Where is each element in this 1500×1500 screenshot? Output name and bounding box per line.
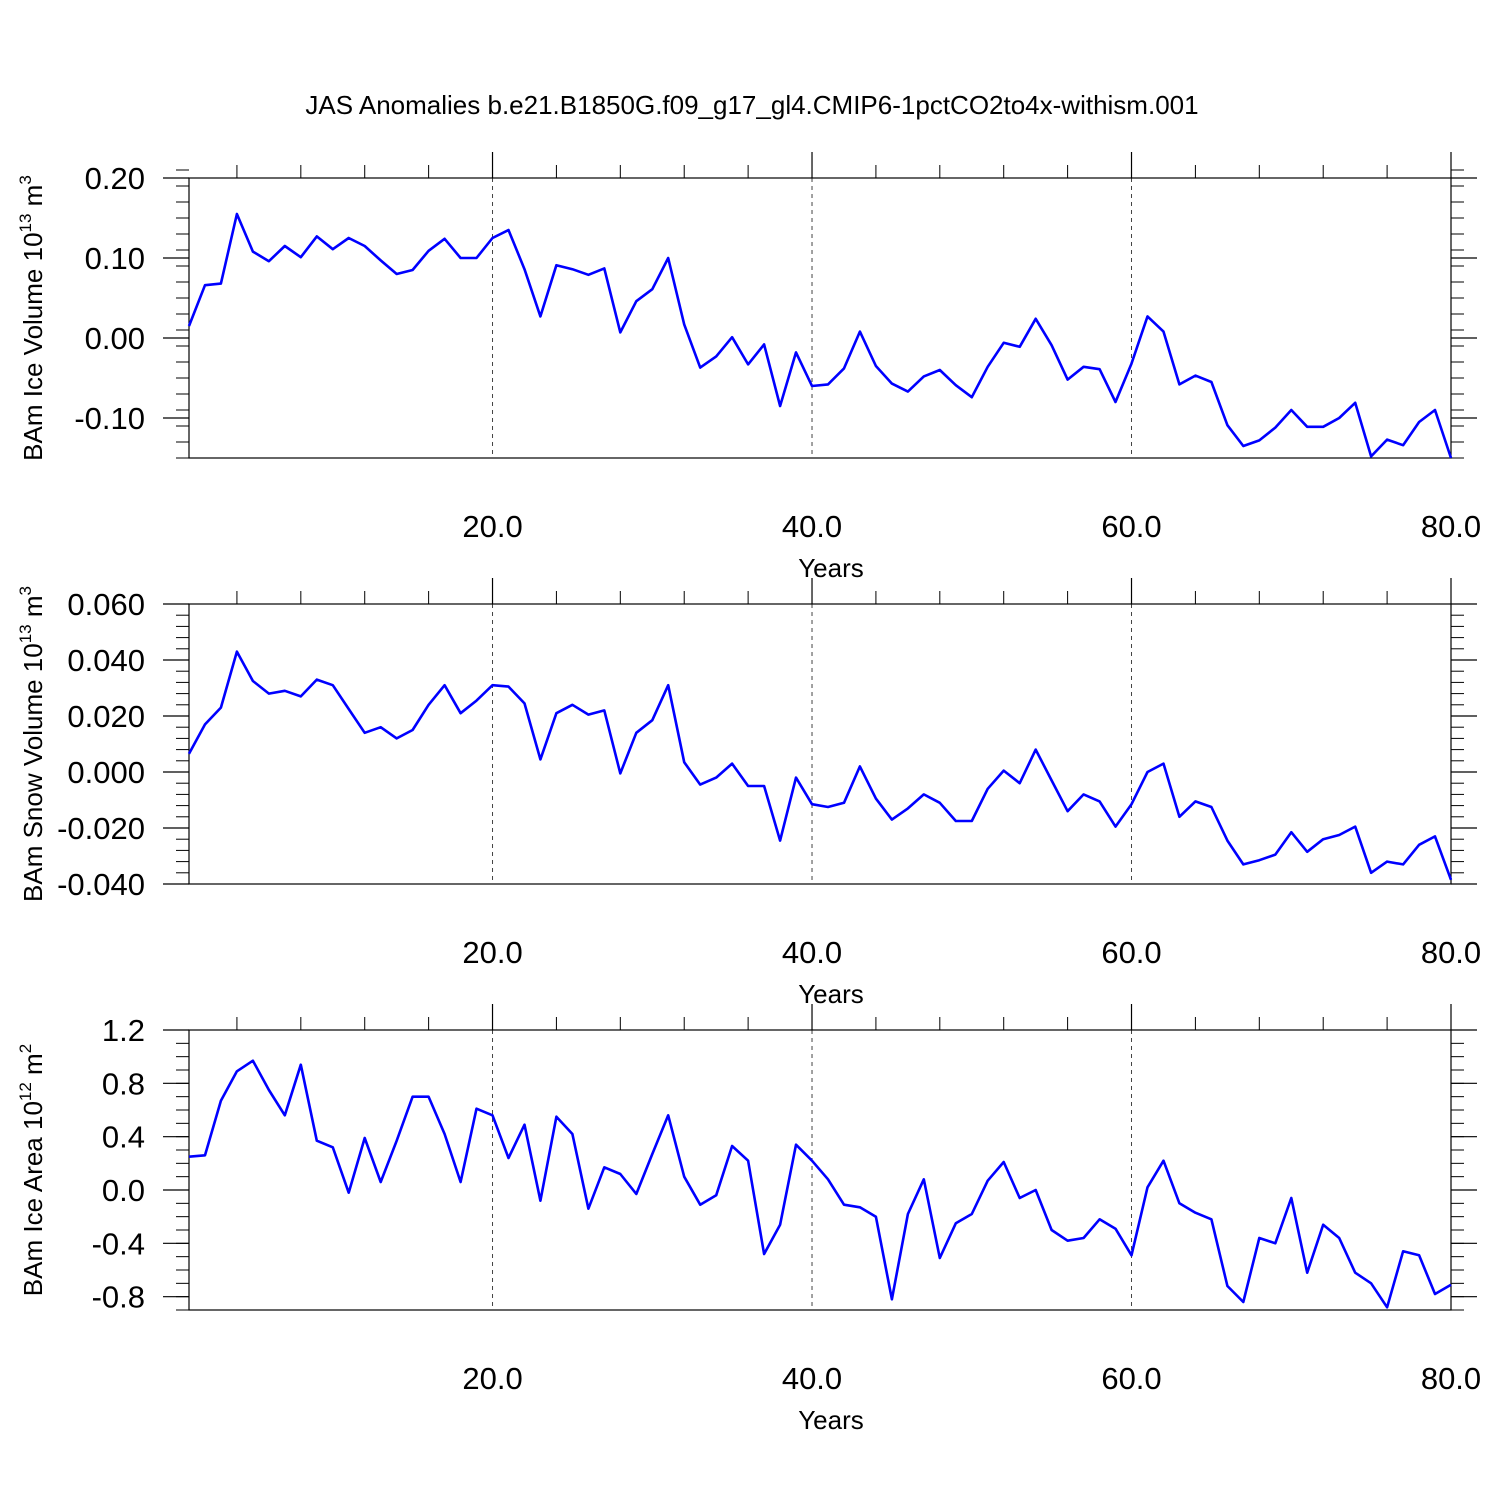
y-tick-label: 0.20 — [85, 161, 145, 196]
y-axis-label-unit: m — [18, 595, 48, 624]
y-axis-label-exponent: 12 — [16, 1082, 35, 1101]
x-axis-label: Years — [798, 1405, 864, 1435]
y-axis-label: BAm Snow Volume 1013 m3 — [16, 586, 48, 902]
y-tick-label: 0.10 — [85, 241, 145, 276]
y-tick-label: -0.4 — [92, 1226, 145, 1261]
panel-ice-volume: 20.0 40.0 60.0 80.0 -0.10 0.00 0.10 0.20 Years… — [16, 152, 1481, 583]
x-tick-label: 40.0 — [782, 935, 842, 970]
y-axis-label-unit: m — [18, 1053, 48, 1082]
y-tick-label: 0.8 — [102, 1066, 145, 1101]
y-axis-label-unit-exponent: 2 — [16, 1044, 35, 1053]
series-line — [187, 212, 1453, 459]
y-tick-label: 0.060 — [67, 587, 145, 622]
figure-title: JAS Anomalies b.e21.B1850G.f09_g17_gl4.C… — [305, 90, 1198, 120]
y-axis-label-exponent: 13 — [16, 624, 35, 643]
x-tick-label: 60.0 — [1101, 1361, 1161, 1396]
y-axis-label-main: BAm Ice Volume 10 — [18, 232, 48, 460]
y-tick-label: -0.8 — [92, 1280, 145, 1315]
x-tick-label: 20.0 — [462, 1361, 522, 1396]
panel-ice-area: 20.0 40.0 60.0 80.0 -0.8 -0.4 0.0 0.4 0.8 1.2 Ye… — [16, 1004, 1481, 1435]
y-axis-label-main: BAm Snow Volume 10 — [18, 643, 48, 902]
series-line — [188, 1059, 1452, 1309]
y-axis-label: BAm Ice Area 1012 m2 — [16, 1044, 48, 1296]
y-tick-label: 0.040 — [67, 643, 145, 678]
x-axis-label: Years — [798, 553, 864, 583]
x-tick-label: 60.0 — [1101, 935, 1161, 970]
x-tick-label: 80.0 — [1421, 1361, 1481, 1396]
y-axis-label-unit: m — [18, 185, 48, 214]
x-tick-label: 20.0 — [462, 509, 522, 544]
y-axis-label-unit-exponent: 3 — [16, 586, 35, 595]
x-tick-label: 80.0 — [1421, 935, 1481, 970]
y-axis-label-unit-exponent: 3 — [16, 175, 35, 184]
x-axis-label: Years — [798, 979, 864, 1009]
x-tick-label: 80.0 — [1421, 509, 1481, 544]
y-axis-label-main: BAm Ice Area 10 — [18, 1101, 48, 1296]
y-tick-label: 0.020 — [67, 699, 145, 734]
y-tick-label: 0.0 — [102, 1173, 145, 1208]
y-tick-label: 1.2 — [102, 1013, 145, 1048]
y-tick-label: 0.000 — [67, 755, 145, 790]
x-tick-label: 40.0 — [782, 509, 842, 544]
x-tick-label: 60.0 — [1101, 509, 1161, 544]
panel-snow-volume: 20.0 40.0 60.0 80.0 -0.040 -0.020 0.000 0.020 0… — [16, 578, 1481, 1009]
series-line — [187, 650, 1453, 881]
plot-frame — [188, 1029, 1452, 1311]
x-tick-label: 20.0 — [462, 935, 522, 970]
y-tick-label: -0.040 — [57, 867, 145, 902]
y-axis-label-exponent: 13 — [16, 214, 35, 233]
y-tick-label: -0.020 — [57, 811, 145, 846]
y-tick-label: 0.4 — [102, 1120, 145, 1155]
y-tick-label: -0.10 — [74, 401, 145, 436]
y-axis-label: BAm Ice Volume 1013 m3 — [16, 175, 48, 461]
y-tick-label: 0.00 — [85, 321, 145, 356]
plot-frame — [188, 177, 1452, 459]
plot-frame — [188, 603, 1452, 885]
x-tick-label: 40.0 — [782, 1361, 842, 1396]
